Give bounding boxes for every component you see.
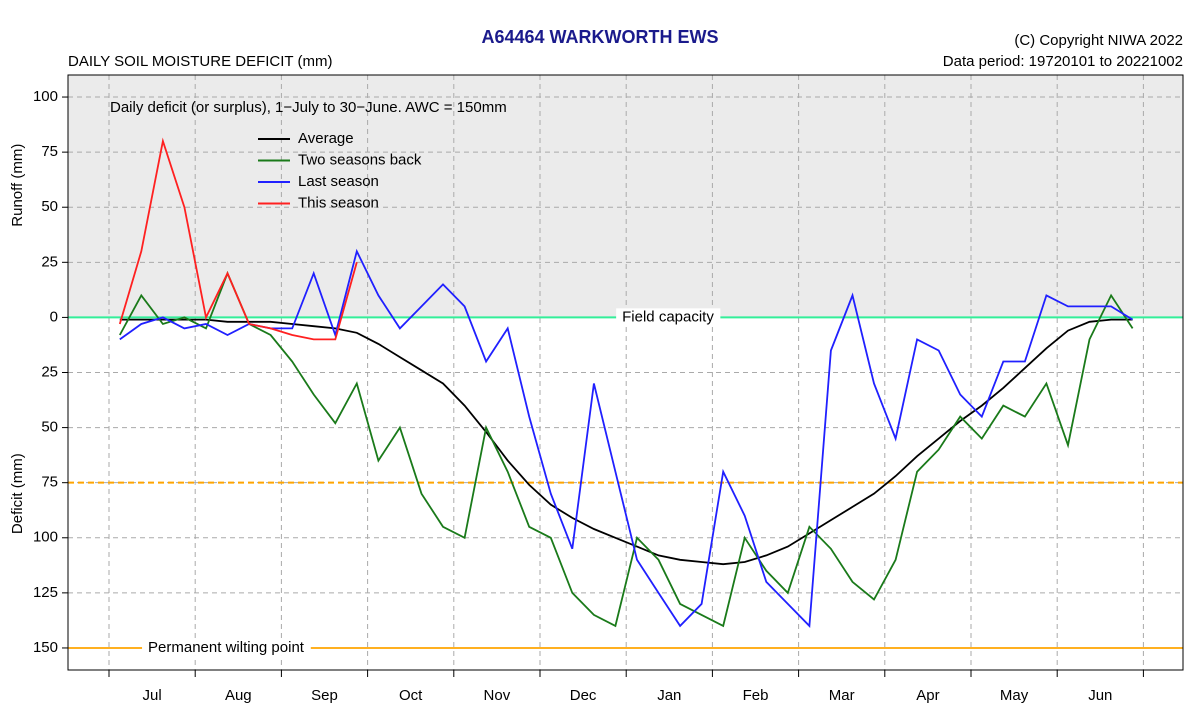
x-tick-label: May — [1000, 687, 1029, 704]
legend-label: Two seasons back — [298, 151, 422, 168]
x-tick-label: Dec — [570, 687, 597, 704]
subtitle: DAILY SOIL MOISTURE DEFICIT (mm) — [68, 53, 332, 70]
x-tick-label: Jun — [1088, 687, 1112, 704]
plot-frame — [67, 74, 1184, 671]
y-tick-label: 100 — [33, 88, 58, 105]
y-tick-label: 50 — [41, 419, 58, 436]
y-tick-label: 125 — [33, 584, 58, 601]
y-axis-label: Deficit (mm) — [9, 453, 26, 534]
reference-label: Permanent wilting point — [148, 639, 305, 656]
y-tick-label: 0 — [50, 308, 58, 325]
x-tick-label: Aug — [225, 687, 252, 704]
legend-label: This season — [298, 194, 379, 211]
series-line — [119, 318, 1133, 566]
series-line — [119, 270, 1134, 628]
copyright: (C) Copyright NIWA 2022 — [1014, 32, 1183, 49]
data-period: Data period: 19720101 to 20221002 — [943, 53, 1183, 70]
x-tick-label: Apr — [916, 687, 939, 704]
x-tick-label: Jan — [657, 687, 681, 704]
x-tick-label: Jul — [143, 687, 162, 704]
x-tick-label: Feb — [743, 687, 769, 704]
y-tick-label: 75 — [41, 143, 58, 160]
y-tick-label: 25 — [41, 253, 58, 270]
x-tick-label: Sep — [311, 687, 338, 704]
label-bg — [616, 308, 721, 326]
y-tick-label: 100 — [33, 529, 58, 546]
x-tick-label: Nov — [484, 687, 511, 704]
series-line — [118, 137, 358, 341]
legend-label: Average — [298, 130, 354, 147]
x-tick-label: Oct — [399, 687, 423, 704]
y-tick-label: 75 — [41, 474, 58, 491]
x-tick-label: Mar — [829, 687, 855, 704]
y-tick-label: 50 — [41, 198, 58, 215]
y-tick-label: 25 — [41, 363, 58, 380]
legend-label: Last season — [298, 173, 379, 190]
annotation: Daily deficit (or surplus), 1−July to 30… — [110, 99, 507, 116]
reference-label: Field capacity — [622, 308, 714, 325]
series-line — [119, 248, 1134, 628]
surplus-area — [68, 75, 1183, 318]
chart-title: A64464 WARKWORTH EWS — [481, 27, 718, 47]
label-bg — [142, 638, 311, 656]
y-axis-label: Runoff (mm) — [9, 144, 26, 227]
y-tick-label: 150 — [33, 639, 58, 656]
